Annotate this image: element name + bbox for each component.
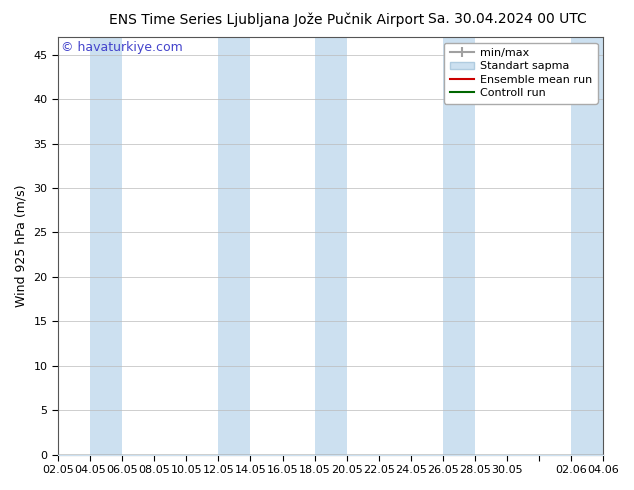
Text: Sa. 30.04.2024 00 UTC: Sa. 30.04.2024 00 UTC <box>428 12 586 26</box>
Text: © havaturkiye.com: © havaturkiye.com <box>61 41 183 54</box>
Bar <box>90 37 122 455</box>
Bar <box>443 37 475 455</box>
Bar <box>314 37 347 455</box>
Bar <box>571 37 603 455</box>
Text: ENS Time Series Ljubljana Jože Pučnik Airport: ENS Time Series Ljubljana Jože Pučnik Ai… <box>108 12 424 27</box>
Y-axis label: Wind 925 hPa (m/s): Wind 925 hPa (m/s) <box>15 185 28 307</box>
Legend: min/max, Standart sapma, Ensemble mean run, Controll run: min/max, Standart sapma, Ensemble mean r… <box>444 43 598 104</box>
Bar <box>218 37 250 455</box>
